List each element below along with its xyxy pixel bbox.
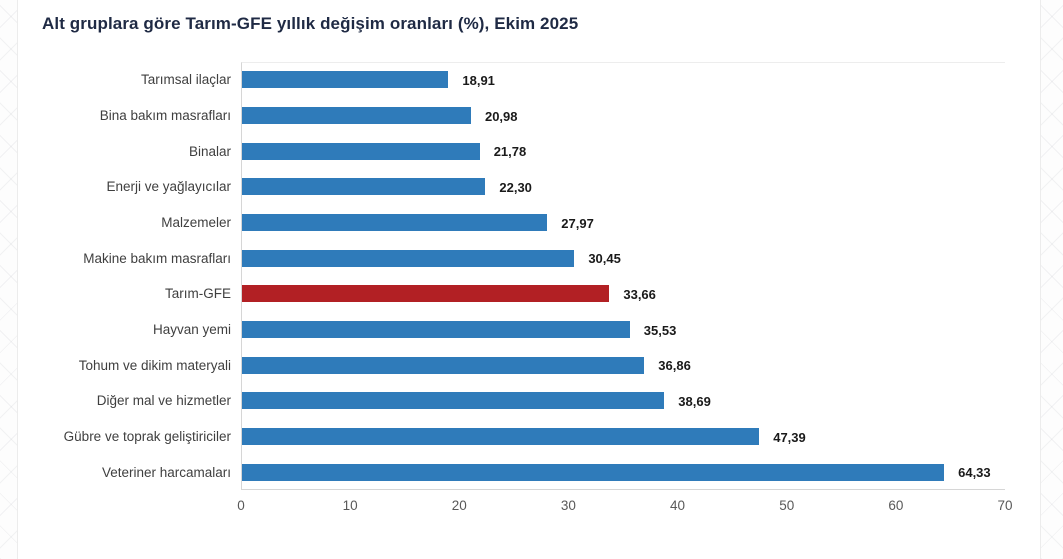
bar — [242, 428, 760, 445]
value-label: 22,30 — [499, 179, 532, 195]
category-label: Malzemeler — [161, 215, 231, 230]
category-label: Tohum ve dikim materyali — [78, 357, 231, 373]
x-tick-label: 30 — [560, 498, 576, 513]
bar — [242, 249, 575, 267]
category-label: Gübre ve toprak geliştiriciler — [63, 429, 231, 444]
bar — [242, 71, 449, 89]
value-label: 18,91 — [462, 72, 495, 88]
bar — [242, 356, 645, 374]
bar — [242, 142, 480, 160]
value-label: 36,86 — [658, 358, 691, 374]
x-tick-label: 0 — [237, 498, 245, 513]
bar — [242, 178, 486, 196]
category-label: Binalar — [188, 143, 231, 159]
x-tick-label: 70 — [997, 498, 1013, 513]
x-tick-label: 40 — [670, 498, 686, 513]
category-label: Tarım-GFE — [165, 286, 231, 302]
value-label: 47,39 — [773, 429, 806, 445]
value-label: 38,69 — [678, 393, 711, 409]
category-label: Enerji ve yağlayıcılar — [106, 179, 231, 195]
x-tick-label: 10 — [342, 498, 358, 513]
category-label: Diğer mal ve hizmetler — [96, 393, 231, 409]
bar — [242, 463, 945, 481]
value-label: 64,33 — [958, 465, 991, 481]
highlight-bar — [242, 285, 610, 303]
value-label: 30,45 — [588, 251, 621, 267]
value-label: 33,66 — [623, 286, 656, 302]
plot-area — [241, 62, 1005, 490]
value-label: 35,53 — [643, 322, 677, 338]
category-label: Hayvan yemi — [152, 322, 231, 337]
category-label: Bina bakım masrafları — [99, 108, 231, 123]
x-tick-label: 60 — [888, 498, 904, 513]
value-label: 20,98 — [484, 108, 518, 124]
category-label: Tarımsal ilaçlar — [140, 72, 231, 88]
x-tick-label: 20 — [451, 498, 467, 513]
bar — [242, 214, 548, 231]
chart-title: Alt gruplara göre Tarım-GFE yıllık değiş… — [42, 14, 579, 33]
value-label: 27,97 — [561, 215, 594, 231]
category-label: Veteriner harcamaları — [101, 464, 231, 480]
bar — [242, 107, 471, 124]
value-label: 21,78 — [493, 144, 527, 160]
bar — [242, 321, 630, 338]
bar — [242, 392, 665, 410]
x-tick-label: 50 — [779, 498, 795, 513]
category-label: Makine bakım masrafları — [83, 250, 231, 266]
